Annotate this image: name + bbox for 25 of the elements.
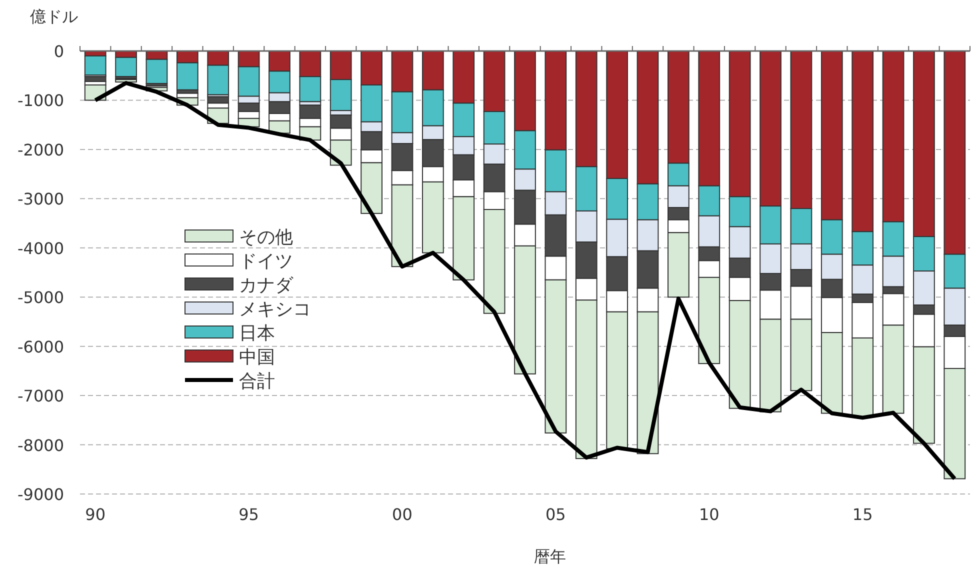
x-tick-label: 05 <box>546 505 566 524</box>
x-tick-label: 10 <box>698 505 720 524</box>
y-axis-title: 億ドル <box>30 7 78 26</box>
legend-label: 中国 <box>239 347 275 368</box>
x-axis-title: 暦年 <box>534 547 566 566</box>
legend-label: 合計 <box>239 371 275 392</box>
y-tick-label: -4000 <box>18 238 64 258</box>
y-tick-label: -9000 <box>18 485 64 504</box>
legend-label: メキシコ <box>239 299 311 320</box>
y-tick-label: -5000 <box>18 288 64 308</box>
x-tick-label: 00 <box>392 505 412 524</box>
x-tick-label: 95 <box>238 505 259 524</box>
legend-label: 日本 <box>239 323 275 344</box>
x-tick-label: 15 <box>852 505 873 524</box>
y-tick-label: 0 <box>54 42 64 61</box>
x-tick-label: 90 <box>85 505 106 524</box>
y-tick-label: -2000 <box>18 140 64 160</box>
legend-label: ドイツ <box>239 251 293 272</box>
y-tick-label: -7000 <box>18 386 64 406</box>
y-tick-label: -1000 <box>18 91 64 110</box>
y-tick-label: -8000 <box>18 436 64 455</box>
y-tick-label: -6000 <box>18 337 64 356</box>
legend-label: カナダ <box>239 275 294 296</box>
y-tick-label: -3000 <box>18 190 64 209</box>
legend-label: その他 <box>239 227 293 248</box>
